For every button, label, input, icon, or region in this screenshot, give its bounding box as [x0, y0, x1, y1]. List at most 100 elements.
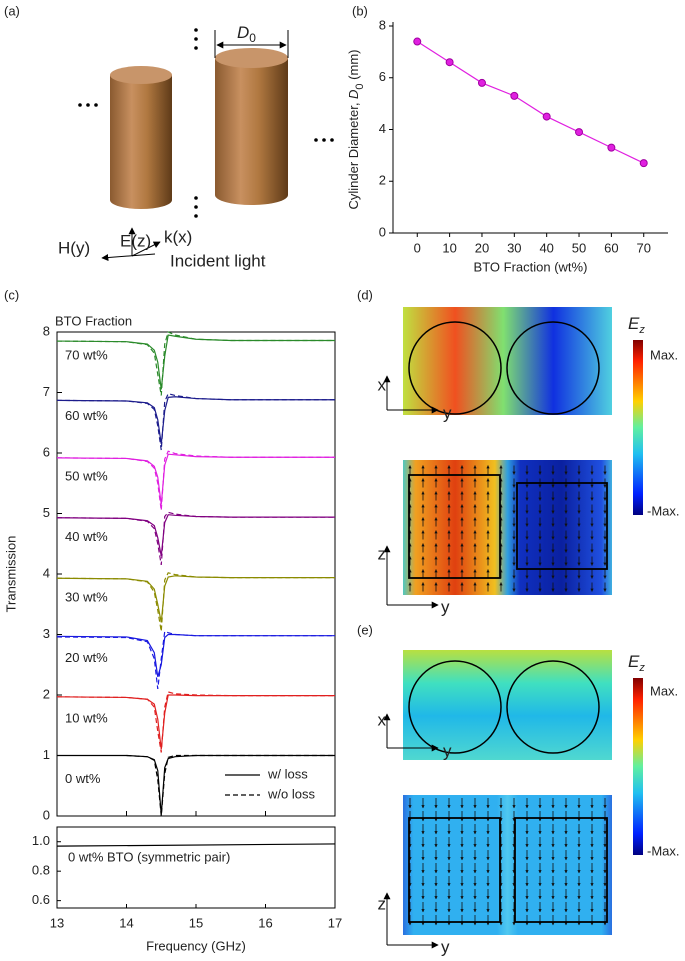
y-tick-label: 2 [43, 686, 50, 701]
x-tick-label: 16 [258, 915, 272, 930]
data-point [445, 58, 454, 67]
e-field-label: E(z) [120, 231, 151, 250]
cylinder-top [215, 48, 288, 68]
panel-label: (c) [4, 287, 19, 302]
cylinder-outline [408, 817, 501, 923]
field-map-d: Ez Max. -Max. x y z y [378, 307, 680, 616]
series-line-no-loss [56, 450, 335, 511]
axis-letter: x [378, 375, 387, 394]
axis-letter: y [441, 937, 450, 956]
axis-letter: y [441, 597, 450, 616]
cylinder-outline [408, 660, 502, 754]
series-label: 10 wt% [65, 711, 108, 726]
series-line-no-loss [56, 691, 335, 753]
diameter-symbol: D [237, 23, 249, 42]
y-axis-title-part: D [346, 90, 361, 99]
cylinder [215, 185, 288, 205]
panel-label: (d) [357, 287, 373, 302]
field-arrows [408, 465, 607, 592]
axis-letter: y [443, 403, 452, 422]
annotation: 0 wt% BTO (symmetric pair) [68, 849, 230, 864]
series-label: 60 wt% [65, 408, 108, 423]
x-tick-label: 20 [475, 240, 489, 255]
x-tick-label: 0 [414, 240, 421, 255]
field-map-e: Ez Max. -Max. x y z y [378, 650, 680, 956]
colorbar-symbol: E [628, 652, 640, 671]
y-tick-label: 6 [379, 69, 386, 84]
diagram-a: D0 E(z) k(x) H(y) Incident light [58, 23, 334, 270]
y-tick-label: 8 [379, 17, 386, 32]
x-tick-label: 60 [604, 240, 618, 255]
panel-label: (a) [4, 3, 20, 18]
panel-label: (e) [357, 622, 373, 637]
y-tick-label: 4 [43, 565, 50, 580]
cylinder [215, 58, 288, 195]
series-label: 0 wt% [65, 771, 101, 786]
x-tick-label: 40 [539, 240, 553, 255]
series-line-no-loss [56, 572, 335, 632]
x-tick-label: 50 [572, 240, 586, 255]
data-point [413, 37, 422, 46]
y-tick-label: 2 [379, 173, 386, 188]
cylinder [110, 75, 172, 200]
k-arrow [131, 241, 161, 257]
data-point [639, 159, 648, 168]
k-vector-label: k(x) [164, 227, 192, 246]
diameter-subscript: 0 [249, 31, 256, 45]
y-axis-title: Cylinder Diameter, D0 (mm) [346, 50, 365, 210]
series-line-no-loss [56, 393, 335, 451]
colorbar-subscript: z [638, 324, 645, 336]
legend-label: w/o loss [267, 786, 315, 801]
y-tick-label: 0.6 [32, 892, 50, 907]
data-line [416, 41, 644, 164]
x-tick-label: 14 [119, 915, 133, 930]
y-tick-label: 6 [43, 444, 50, 459]
series-line-no-loss [56, 331, 335, 396]
data-point [542, 112, 551, 121]
cylinder-top [110, 66, 172, 84]
colorbar-max: Max. [650, 347, 678, 362]
y-axis-title-part: 0 [354, 83, 366, 89]
colorbar-title: Ez [628, 652, 645, 673]
x-axis-title: Frequency (GHz) [146, 938, 246, 953]
cylinder [110, 191, 172, 209]
colorbar-title: Ez [628, 314, 645, 335]
axis-letter: y [443, 741, 452, 760]
field-map [403, 460, 612, 595]
cylinder-outline [514, 817, 608, 923]
y-tick-label: 1.0 [32, 833, 50, 848]
y-tick-label: 0.8 [32, 863, 50, 878]
diameter-label: D0 [237, 23, 256, 45]
colorbar-max: Max. [650, 683, 678, 698]
cylinder-outline [506, 660, 600, 754]
y-axis-title: Transmission [3, 536, 18, 613]
series-label: 40 wt% [65, 529, 108, 544]
x-tick-label: 30 [507, 240, 521, 255]
series-label: 50 wt% [65, 469, 108, 484]
caption: Incident light [170, 251, 266, 270]
h-field-label: H(y) [58, 238, 90, 257]
field-arrows [408, 798, 607, 926]
colorbar-min: -Max. [647, 503, 680, 518]
cylinder-outline [506, 321, 600, 415]
series-line-no-loss [56, 511, 335, 566]
series-line-no-loss [56, 630, 335, 690]
y-axis-title-part: Cylinder Diameter, [346, 99, 361, 210]
y-tick-label: 1 [43, 747, 50, 762]
axis-letter: z [378, 894, 387, 913]
colorbar-min: -Max. [647, 843, 680, 858]
colorbar [633, 340, 643, 515]
data-point [607, 143, 616, 152]
y-tick-label: 0 [43, 807, 50, 822]
series-line-no-loss [126, 754, 335, 817]
y-tick-label: 5 [43, 505, 50, 520]
axis-letter: x [378, 710, 387, 729]
y-tick-label: 8 [43, 323, 50, 338]
axis-letter: z [378, 544, 387, 563]
h-arrow [101, 253, 156, 262]
field-map [403, 795, 612, 935]
plot-frame [56, 331, 336, 817]
y-tick-label: 4 [379, 121, 386, 136]
ellipsis-dots [78, 28, 334, 218]
y-tick-label: 3 [43, 626, 50, 641]
